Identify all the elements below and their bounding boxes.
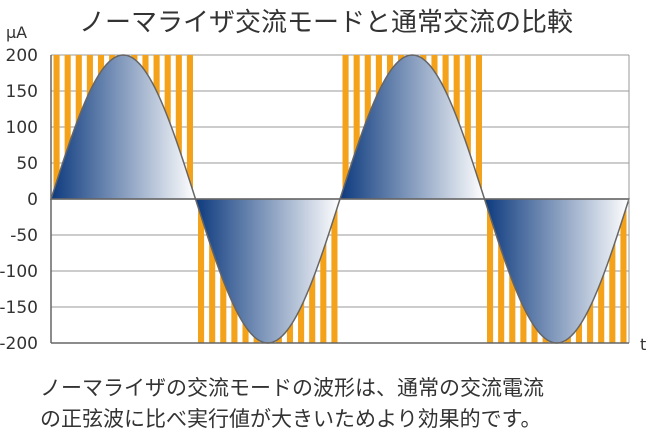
pulse-bar <box>320 199 327 343</box>
y-tick-label: -100 <box>0 262 38 282</box>
pulse-bar <box>475 55 482 199</box>
pulse-bar <box>331 199 338 343</box>
pulse-bar <box>175 55 182 199</box>
y-tick-label: -50 <box>10 226 38 246</box>
y-tick-labels: 200 150 100 50 0 -50 -100 -150 -200 <box>0 46 38 354</box>
pulse-bar <box>464 55 471 199</box>
chart-title: ノーマライザ交流モードと通常交流の比較 <box>78 8 573 38</box>
caption-line-2: の正弦波に比べ実行値が大きいためより効果的です。 <box>40 407 542 431</box>
y-tick-label: 150 <box>6 82 38 102</box>
y-tick-label: -200 <box>0 334 38 354</box>
pulse-bar <box>609 199 616 343</box>
pulse-bar <box>498 199 505 343</box>
pulse-bar <box>342 55 349 199</box>
pulse-bar <box>186 55 193 199</box>
y-tick-label: -150 <box>0 298 38 318</box>
sine-waves <box>49 54 631 344</box>
sine-half-wave <box>338 54 486 200</box>
sine-half-wave <box>49 54 197 200</box>
y-tick-label: 200 <box>6 46 38 66</box>
x-axis-label: t <box>640 335 646 354</box>
pulse-bar <box>198 199 205 343</box>
pulse-bar <box>620 199 627 343</box>
pulse-bar <box>53 55 60 199</box>
y-tick-label: 0 <box>27 190 38 210</box>
caption-line-1: ノーマライザの交流モードの波形は、通常の交流電流 <box>40 376 544 400</box>
axes <box>50 55 630 344</box>
y-tick-label: 50 <box>16 154 38 174</box>
y-tick-label: 100 <box>6 118 38 138</box>
y-axis-label: μA <box>6 23 27 42</box>
pulse-bar <box>487 199 494 343</box>
pulse-bar <box>64 55 71 199</box>
pulse-bar <box>353 55 360 199</box>
pulse-bar <box>209 199 216 343</box>
